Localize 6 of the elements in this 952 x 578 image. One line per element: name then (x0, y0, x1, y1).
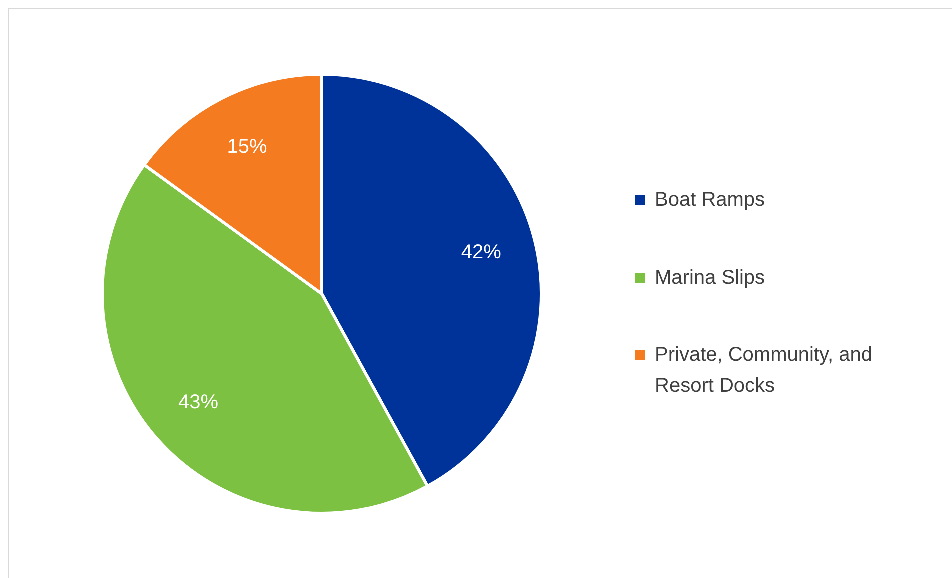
legend-label: Boat Ramps (655, 188, 766, 213)
data-label: 43% (178, 391, 219, 414)
legend-label: Private, Community, and Resort Docks (655, 343, 874, 399)
data-label: 42% (461, 242, 502, 264)
data-label: 15% (227, 136, 268, 158)
legend-label: Marina Slips (655, 266, 766, 291)
